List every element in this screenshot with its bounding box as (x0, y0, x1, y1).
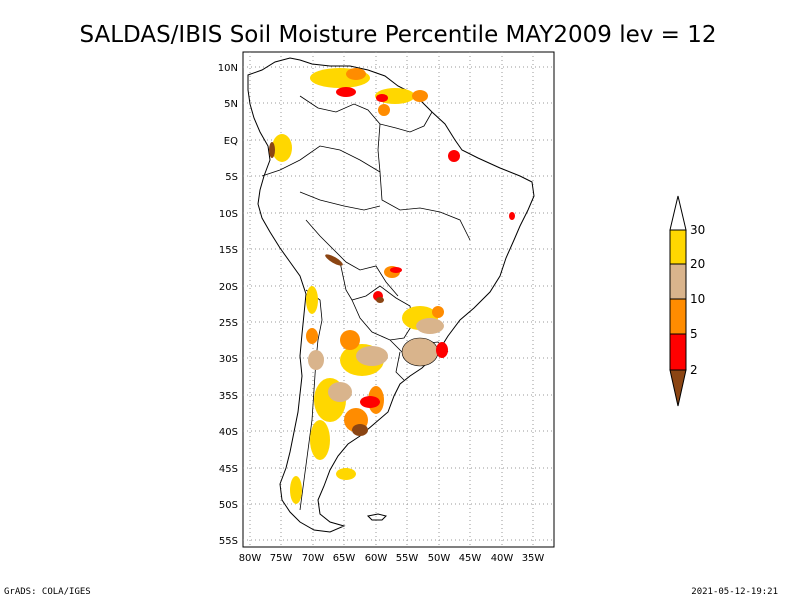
lat-label: 30S (219, 354, 238, 365)
lon-label: 60W (365, 553, 388, 564)
lon-label: 55W (396, 553, 419, 564)
colorbar (669, 195, 687, 407)
lat-label: 50S (219, 500, 238, 511)
percentile-field (269, 68, 515, 504)
lat-label: 5S (225, 172, 238, 183)
lat-label: 15S (219, 245, 238, 256)
lon-labels: 80W 75W 70W 65W 60W 55W 50W 45W 40W 35W (239, 553, 545, 564)
lat-label: 20S (219, 282, 238, 293)
lat-label: 35S (219, 391, 238, 402)
colorbar-label: 30 (690, 223, 705, 237)
colorbar-label: 10 (690, 292, 705, 306)
lon-label: 35W (522, 553, 545, 564)
lon-label: 70W (302, 553, 325, 564)
lat-labels: 10N 5N EQ 5S 10S 15S 20S 25S 30S 35S 40S… (218, 63, 238, 547)
lon-label: 75W (270, 553, 293, 564)
lat-label: 45S (219, 464, 238, 475)
colorbar-labels: 30 20 10 5 2 (690, 223, 705, 377)
lon-label: 45W (459, 553, 482, 564)
map-title: SALDAS/IBIS Soil Moisture Percentile MAY… (79, 22, 716, 48)
lat-label: EQ (224, 136, 238, 147)
colorbar-label: 5 (690, 327, 698, 341)
colorbar-20-30 (669, 229, 687, 265)
falkland-islands (366, 513, 387, 521)
colorbar-10-20 (669, 263, 687, 300)
lat-label: 10S (219, 209, 238, 220)
colorbar-2-5 (669, 333, 687, 371)
colorbar-label: 2 (690, 363, 698, 377)
lat-label: 10N (218, 63, 238, 74)
colorbar-below-2 (669, 369, 687, 407)
colorbar-label: 20 (690, 257, 705, 271)
lat-label: 5N (224, 99, 238, 110)
lon-label: 65W (333, 553, 356, 564)
lon-label: 80W (239, 553, 262, 564)
lat-label: 40S (219, 427, 238, 438)
footer-timestamp: 2021-05-12-19:21 (691, 587, 778, 597)
lon-gridlines (249, 52, 534, 547)
lon-label: 50W (428, 553, 451, 564)
lat-label: 25S (219, 318, 238, 329)
south-america-coastline (247, 57, 535, 533)
lat-label: 55S (219, 536, 238, 547)
colorbar-5-10 (669, 298, 687, 335)
lon-label: 40W (491, 553, 514, 564)
colorbar-above-30 (669, 195, 687, 231)
footer-credit: GrADS: COLA/IGES (4, 587, 91, 597)
map-panel: 10N 5N EQ 5S 10S 15S 20S 25S 30S 35S 40S… (218, 51, 555, 564)
